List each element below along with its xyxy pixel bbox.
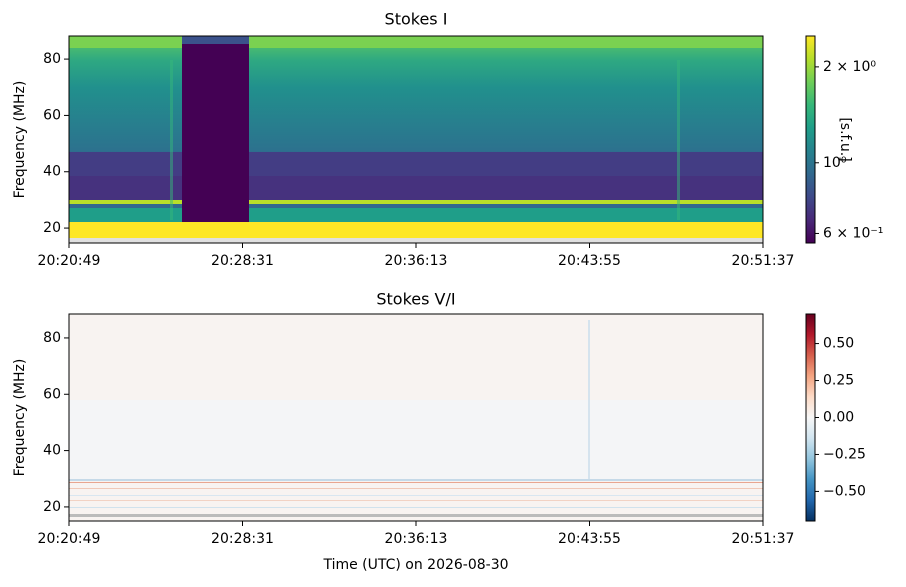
y-tick-label: 60 xyxy=(43,107,61,123)
colorbar-tick-label: 0.00 xyxy=(823,410,854,426)
colorbar-tick-label: 2 × 10⁰ xyxy=(823,59,876,75)
spectrogram-texture xyxy=(69,36,763,243)
x-tick-label: 20:28:31 xyxy=(211,531,274,547)
colorbar-tick-label: −0.50 xyxy=(823,483,866,499)
x-tick-label: 20:20:49 xyxy=(38,531,101,547)
y-axis-label: Frequency (MHz) xyxy=(12,81,28,199)
y-tick-label: 60 xyxy=(43,386,61,402)
colorbar-tick-label: −0.25 xyxy=(823,446,866,462)
y-tick-label: 20 xyxy=(43,499,61,515)
x-tick-label: 20:28:31 xyxy=(211,253,274,269)
x-tick-label: 20:51:37 xyxy=(732,531,795,547)
x-tick-label: 20:20:49 xyxy=(38,253,101,269)
y-tick-label: 20 xyxy=(43,220,61,236)
chart-title: Stokes I xyxy=(385,10,448,29)
colorbar-label: [s.f.u.] xyxy=(837,117,853,161)
y-tick-label: 40 xyxy=(43,443,61,459)
spectrogram-texture xyxy=(69,314,763,521)
colorbar xyxy=(805,35,816,244)
colorbar-tick-label: 10⁰ xyxy=(823,155,847,171)
x-tick-label: 20:51:37 xyxy=(732,253,795,269)
y-axis-label: Frequency (MHz) xyxy=(12,359,28,477)
y-tick-label: 80 xyxy=(43,51,61,67)
x-tick-label: 20:43:55 xyxy=(558,531,621,547)
colorbar xyxy=(805,313,816,522)
x-tick-label: 20:36:13 xyxy=(385,253,448,269)
colorbar-tick-label: 6 × 10⁻¹ xyxy=(823,225,883,241)
x-axis-label: Time (UTC) on 2026-08-30 xyxy=(322,557,508,573)
colorbar-tick-label: 0.50 xyxy=(823,336,854,352)
chart-title: Stokes V/I xyxy=(376,290,455,309)
y-tick-label: 40 xyxy=(43,164,61,180)
colorbar-tick-label: 0.25 xyxy=(823,373,854,389)
x-tick-label: 20:43:55 xyxy=(558,253,621,269)
x-tick-label: 20:36:13 xyxy=(385,531,448,547)
y-tick-label: 80 xyxy=(43,330,61,346)
